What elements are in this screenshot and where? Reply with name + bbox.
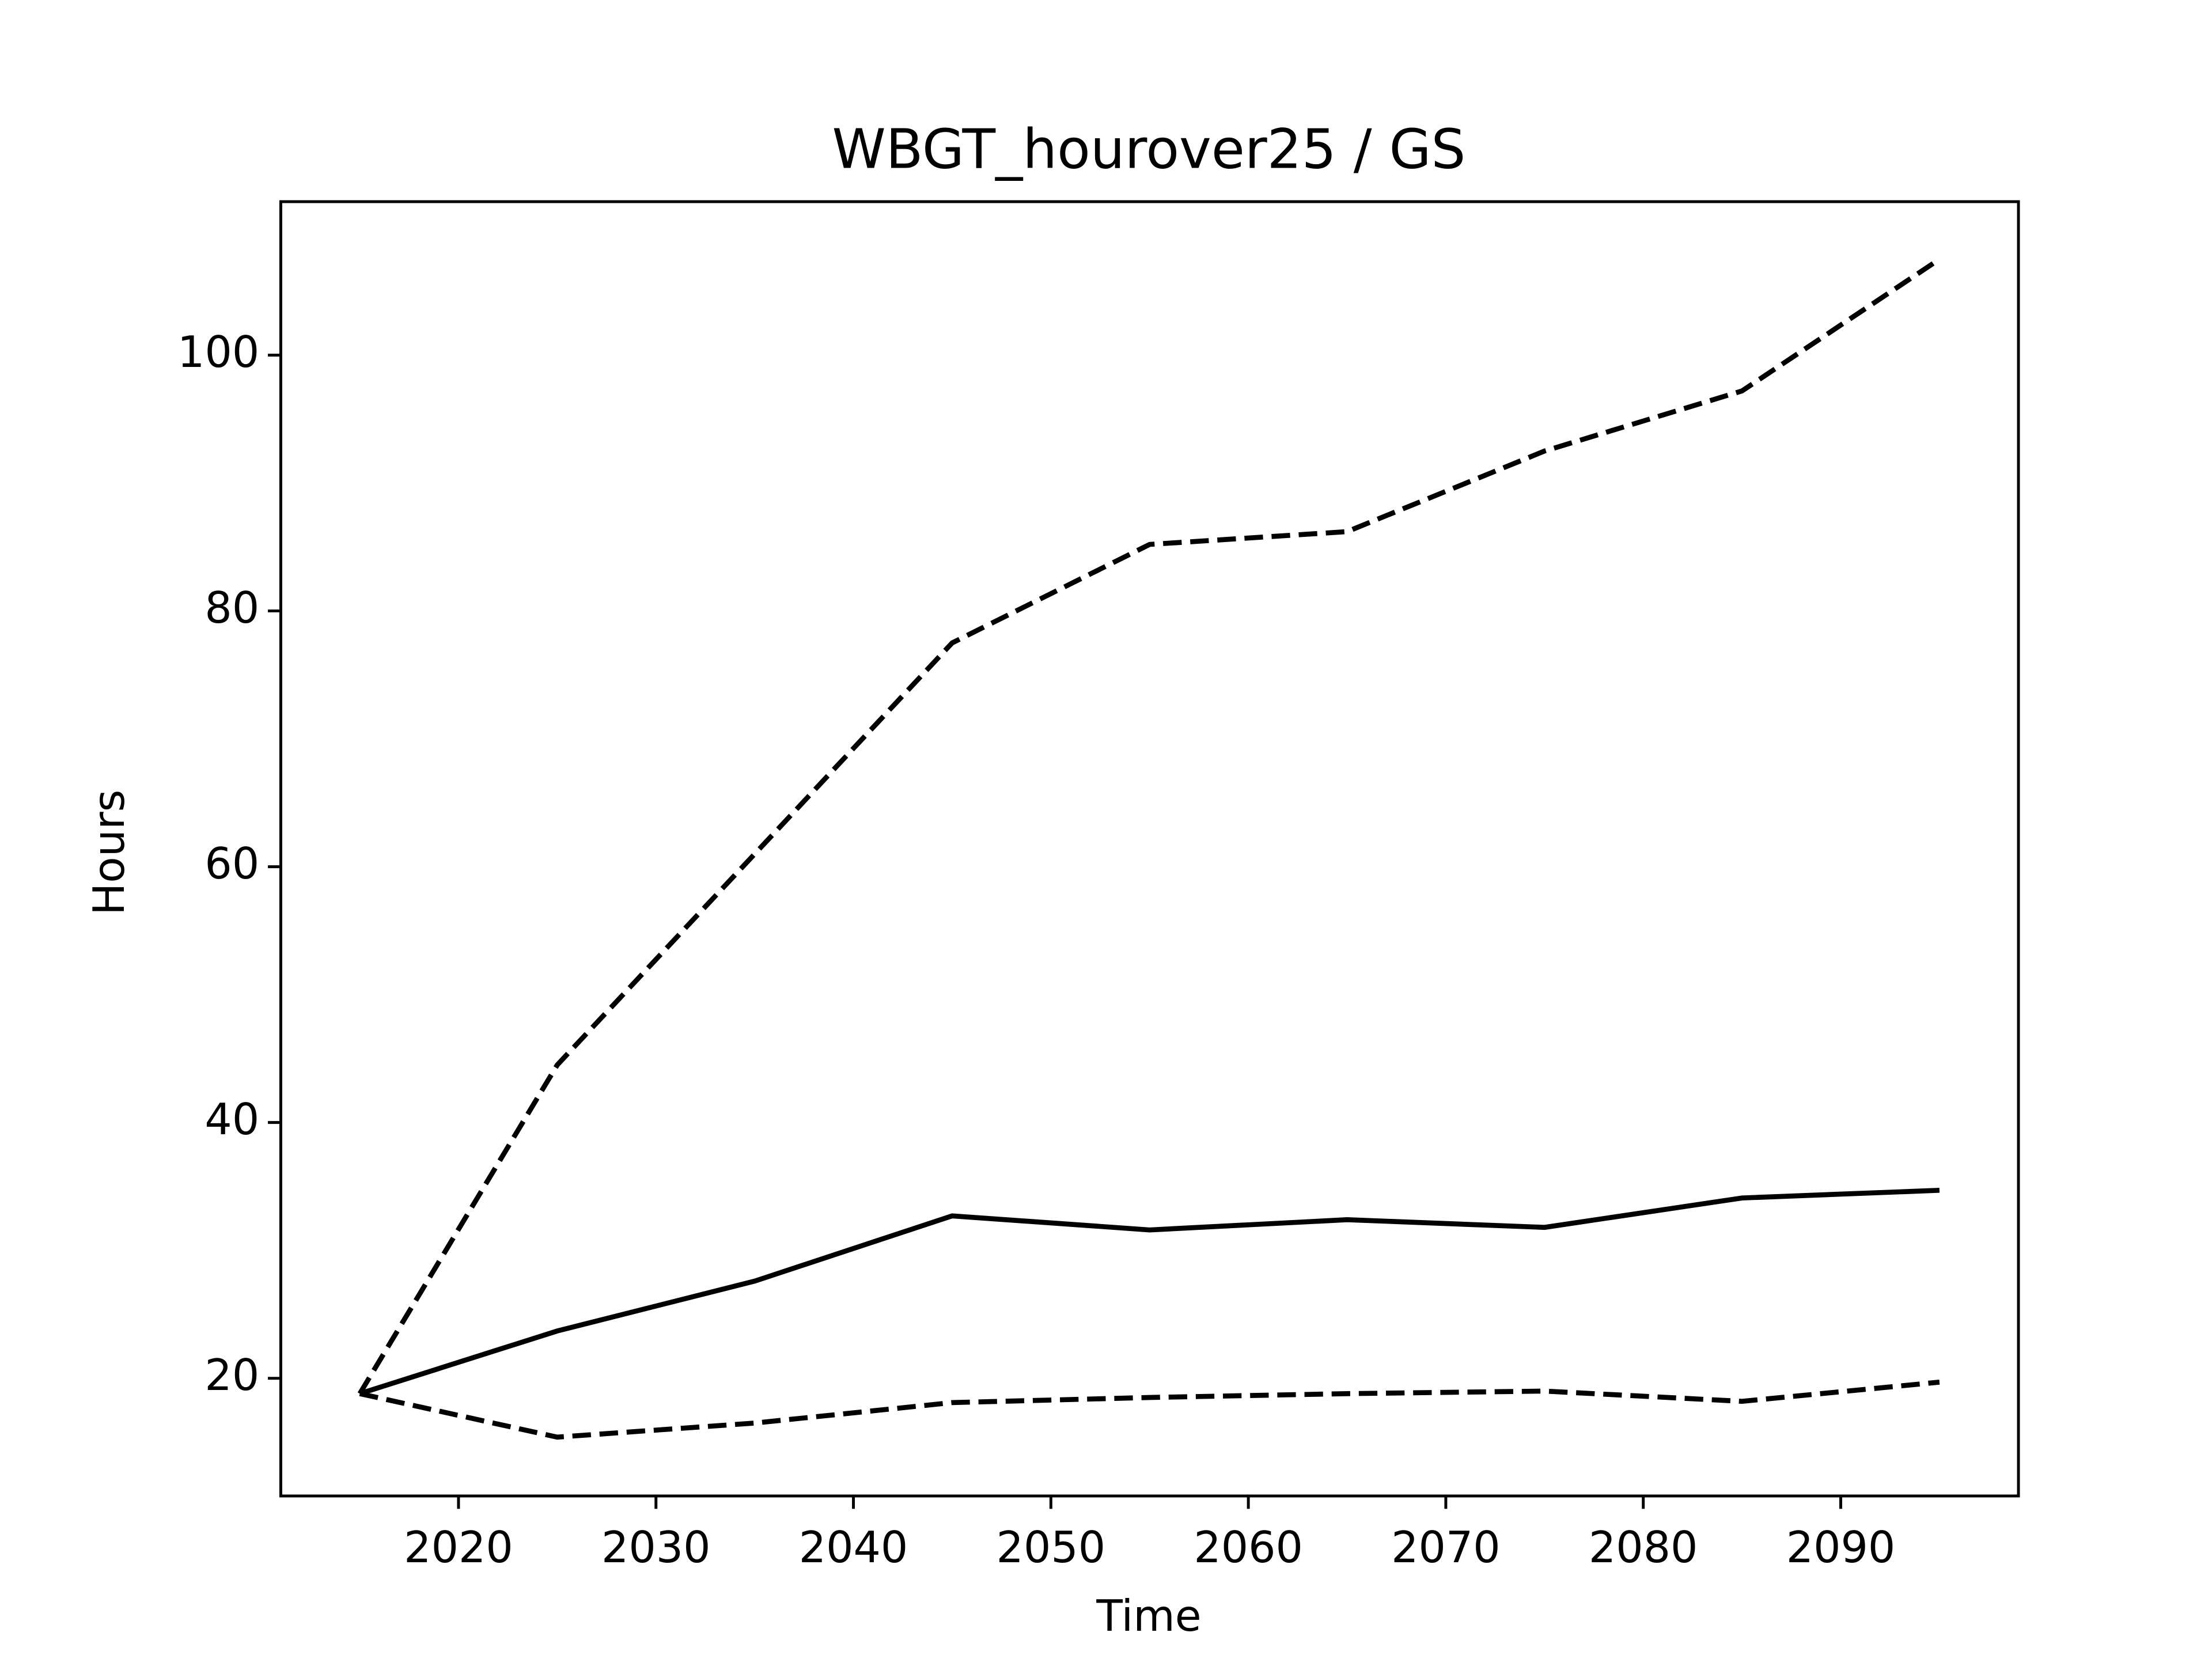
line-series xyxy=(359,1187,1940,1396)
y-tick-label: 60 xyxy=(204,839,259,889)
plot-frame xyxy=(279,200,2020,1498)
line-series xyxy=(359,1380,1940,1440)
x-tick-label: 2060 xyxy=(1194,1522,1303,1573)
line-series xyxy=(357,257,1941,1395)
x-tick-label: 2080 xyxy=(1589,1522,1698,1573)
x-axis-label: Time xyxy=(1096,1591,1201,1641)
x-tick-label: 2050 xyxy=(997,1522,1106,1573)
y-tick-label: 100 xyxy=(177,327,259,377)
x-tick-label: 2020 xyxy=(404,1522,513,1573)
x-tick-label: 2040 xyxy=(799,1522,908,1573)
y-tick-label: 80 xyxy=(204,583,259,633)
y-tick-label: 40 xyxy=(204,1094,259,1145)
x-tick-label: 2090 xyxy=(1786,1522,1896,1573)
chart-title: WBGT_hourover25 / GS xyxy=(832,118,1466,181)
y-axis-label: Hours xyxy=(84,790,134,915)
x-tick-label: 2070 xyxy=(1391,1522,1501,1573)
x-tick-label: 2030 xyxy=(601,1522,711,1573)
y-tick-label: 20 xyxy=(204,1350,259,1400)
